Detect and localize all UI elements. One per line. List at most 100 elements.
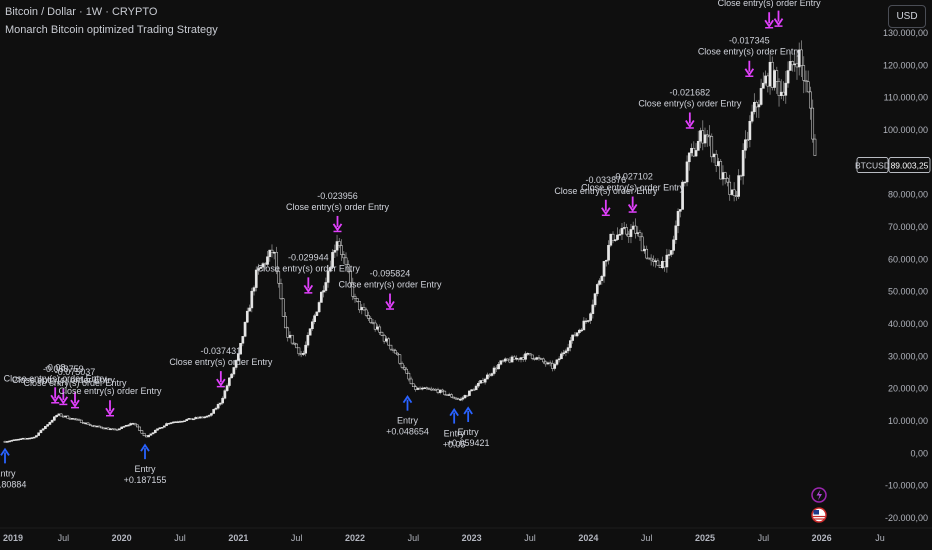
candle-154 [349,269,352,288]
candle-106 [241,336,245,347]
trade-marker-10[interactable]: Entry+0.048654 [386,395,429,437]
y-tick-label: 20.000,00 [888,384,928,394]
candle-214 [483,377,487,385]
candle-337 [759,78,763,106]
candle-355 [800,40,803,78]
trade-marker-11[interactable]: Entry+0.05 [443,407,466,450]
exit-arrow-icon [385,293,395,310]
trade-marker-1[interactable]: Close entry(s) order Entry-0.08 [4,362,108,404]
entry-label: Entry [444,429,466,439]
candle-319 [719,159,723,180]
candle-59 [136,424,139,428]
trade-marker-7[interactable]: Close entry(s) order Entry-0.029944 [257,252,361,294]
exit-arrow-icon [744,60,755,77]
candle-130 [295,343,299,349]
candle-167 [378,324,382,335]
y-tick-label: 30.000,00 [888,351,928,361]
candle-113 [257,263,260,275]
trade-marker-9[interactable]: Close entry(s) order Entry-0.095824 [338,269,442,310]
candle-95 [216,402,220,410]
candle-338 [761,72,765,89]
exit-arrow-icon [773,10,784,27]
exit-label: Close entry(s) order Entry [698,47,802,57]
candle-19 [46,424,49,427]
us-flag-icon[interactable] [811,507,827,523]
candle-23 [55,414,58,418]
entry-arrow-icon [0,447,10,464]
y-tick-label: 0,00 [910,448,928,458]
candle-175 [396,352,399,356]
trade-marker-12[interactable]: Entry+0.059421 [447,406,490,448]
candle-160 [362,303,366,311]
exit-arrow-icon [685,112,695,129]
candle-45 [104,427,108,430]
entry-value: +0.05 [443,440,466,450]
trade-marker-8[interactable]: Close entry(s) order Entry-0.023956 [286,191,390,233]
y-tick-label: 70.000,00 [888,222,928,232]
candle-235 [530,354,534,361]
currency-button[interactable]: USD [888,5,926,28]
candle-226 [510,355,514,363]
entry-value: +0.059421 [447,438,490,448]
candle-15 [37,432,41,436]
candle-196 [443,390,447,396]
entry-value: +0.180884 [0,479,26,489]
candle-240 [542,357,545,364]
trade-marker-5[interactable]: Entry+0.187155 [124,443,167,485]
candle-348 [784,70,788,104]
candle-142 [322,285,325,298]
candle-80 [183,420,186,422]
candle-317 [714,150,718,173]
candle-277 [625,223,628,237]
trade-marker-15[interactable]: Close entry(s) order Entry-0.021682 [638,87,742,129]
candle-295 [665,248,669,273]
entry-label: Entry [458,427,480,437]
exit-arrow-icon [58,388,69,406]
trade-marker-3[interactable]: Close entry(s) order Entry-0.075037 [23,367,127,409]
lightning-icon[interactable] [811,487,827,503]
candle-117 [266,251,269,267]
exit-arrow-icon [601,199,611,217]
candle-315 [710,133,714,163]
candle-169 [382,333,386,344]
time-axis[interactable]: 2019 Jul 2020 Jul 2021 Jul 2022 Jul 2023 Jul 2024 J… [0,527,932,543]
candle-296 [667,249,671,259]
candle-61 [140,430,144,434]
candle-158 [358,301,361,313]
candle-141 [319,291,323,303]
candle-197 [445,394,449,397]
candle-13 [32,436,36,439]
candle-195 [441,388,444,393]
exit-value: -0.068759 [43,364,84,374]
candle-72 [165,422,168,427]
exit-arrow-icon [105,400,115,417]
candle-150 [340,239,343,261]
trade-marker-14[interactable]: Close entry(s) order Entry-0.027102 [581,172,685,213]
candle-203 [459,397,462,402]
candle-84 [192,418,195,421]
trade-marker-6[interactable]: Close entry(s) order Entry-0.037431 [169,346,273,388]
candle-333 [750,104,754,124]
exit-arrow-icon [627,196,638,213]
candle-109 [248,304,251,312]
x-tick-label: 2019 [3,533,23,543]
candle-161 [364,307,368,318]
candle-283 [638,229,642,241]
trade-marker-18[interactable]: -0.011101 [759,0,798,27]
exit-arrow-icon [50,387,60,404]
trade-marker-13[interactable]: Close entry(s) order Entry-0.033876 [554,175,658,217]
symbol-label: BTCUSD [855,161,890,171]
trade-marker-0[interactable]: Entry+0.180884 [0,447,26,489]
trade-marker-17[interactable]: Close entry(s) order Entry-0.013876 [718,0,822,29]
candle-256 [578,328,581,335]
candle-99 [225,383,229,393]
trade-marker-2[interactable]: Close entry(s) order Entry-0.068759 [12,364,116,406]
candle-302 [681,180,684,210]
candle-224 [506,358,509,361]
candle-274 [618,229,622,236]
exit-value: -0.017345 [729,36,770,46]
y-tick-label: 110.000,00 [884,93,928,103]
trade-marker-16[interactable]: Close entry(s) order Entry-0.017345 [698,36,802,77]
trade-marker-4[interactable]: Close entry(s) order Entry [58,386,162,417]
